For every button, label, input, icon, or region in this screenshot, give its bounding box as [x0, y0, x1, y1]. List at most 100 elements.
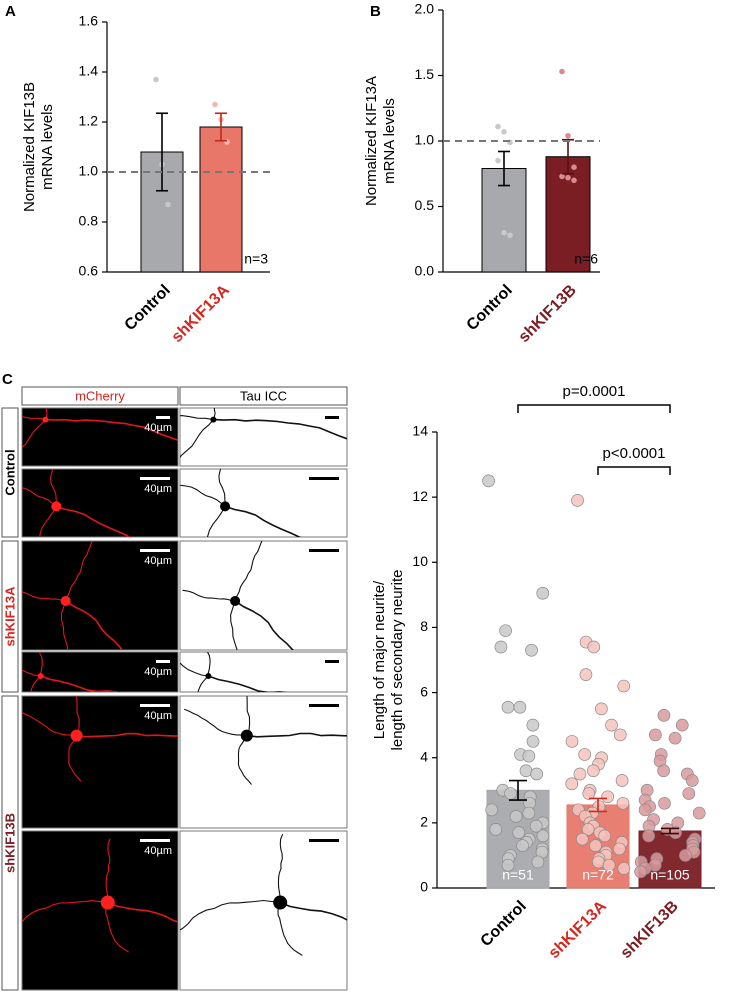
soma: [273, 895, 288, 910]
data-point: [559, 68, 565, 75]
micrograph: [21, 468, 179, 538]
neurite: [22, 900, 109, 923]
scale-bar: [309, 549, 339, 552]
data-point: [617, 679, 631, 693]
y-axis-label: mRNA levels: [39, 104, 56, 190]
bar: [199, 126, 243, 273]
neurite: [76, 696, 80, 737]
scale-bar: [156, 416, 170, 419]
n-label: n=51: [502, 867, 534, 883]
neurite: [44, 418, 178, 442]
data-point: [504, 787, 517, 800]
group-label: shKIF13A: [2, 586, 17, 647]
neuron: [180, 834, 347, 956]
x-tick-label: shKIF13A: [546, 897, 611, 962]
error-bar: [661, 827, 679, 835]
data-point: [519, 764, 533, 778]
data-point: [605, 718, 618, 732]
neurite: [207, 675, 288, 692]
neuron: [22, 652, 122, 692]
neurite: [277, 902, 303, 956]
neurite: [180, 899, 281, 931]
data-point: [598, 829, 612, 843]
y-axis-label: Normalized KIF13B: [21, 82, 38, 212]
y-tick-label: 8: [420, 618, 428, 634]
y-tick-label: 0: [420, 879, 428, 895]
n-label: n=105: [650, 867, 690, 883]
data-point: [642, 829, 656, 843]
data-point: [571, 164, 577, 170]
x-tick-label: shKIF13B: [516, 282, 580, 346]
neurite: [230, 600, 238, 650]
neurite: [246, 732, 347, 738]
neurite: [44, 408, 48, 421]
x-tick-label: shKIF13B: [618, 898, 682, 962]
neurite: [22, 419, 46, 449]
y-tick-label: 0.5: [415, 197, 435, 213]
data-point: [658, 796, 671, 810]
neuron: [180, 408, 347, 459]
y-tick-label: 12: [412, 488, 428, 504]
error-bar: [509, 779, 527, 801]
scale-bar-label: 40µm: [144, 666, 172, 678]
data-point: [578, 748, 592, 761]
data-point: [516, 839, 529, 853]
data-point: [634, 865, 647, 879]
neurite: [39, 675, 122, 692]
soma: [70, 729, 83, 742]
neuron: [22, 696, 178, 782]
micrograph: [21, 540, 179, 651]
group-label-box: [1, 407, 19, 538]
error-bar: [215, 112, 227, 142]
neurite: [182, 589, 236, 602]
data-point: [501, 700, 515, 714]
soma: [51, 501, 62, 512]
data-point: [571, 177, 577, 184]
data-point: [526, 735, 540, 748]
neuron: [22, 469, 131, 537]
p-value: p<0.0001: [603, 445, 666, 462]
neurite: [180, 484, 226, 507]
scale-bar-label: 40µm: [144, 483, 172, 495]
group-label: shKIF13B: [2, 813, 17, 873]
data-point: [495, 123, 501, 130]
p-value: p=0.0001: [563, 383, 626, 400]
scale-bar: [156, 660, 170, 663]
neurite: [180, 419, 214, 459]
group-label-box: [1, 540, 19, 693]
data-point: [565, 777, 579, 791]
data-point: [682, 787, 696, 800]
data-point: [668, 731, 682, 745]
data-point: [675, 718, 689, 732]
data-point: [509, 809, 523, 823]
neurite: [105, 838, 111, 904]
data-point: [501, 229, 507, 236]
soma: [37, 673, 44, 679]
neurite: [22, 487, 57, 507]
y-tick-label: 1.0: [415, 132, 435, 148]
neuron: [184, 696, 347, 785]
data-point: [657, 709, 671, 722]
panel-label: C: [2, 371, 13, 388]
data-point: [685, 774, 699, 787]
data-point: [617, 862, 631, 875]
soma: [210, 416, 217, 423]
y-tick-label: 10: [412, 553, 428, 569]
micrograph: [179, 468, 348, 538]
data-point: [581, 823, 595, 836]
error-bar: [589, 797, 607, 813]
neurite: [237, 735, 252, 785]
scale-bar: [325, 416, 339, 419]
neurite: [277, 834, 284, 904]
scale-bar-label: 40µm: [144, 845, 172, 857]
n-label: n=72: [582, 867, 614, 883]
neuron: [182, 541, 294, 650]
neurite: [234, 541, 263, 602]
neurite: [64, 600, 123, 650]
soma: [220, 501, 231, 512]
micrograph: [21, 830, 179, 991]
error-bar: [156, 112, 168, 192]
soma: [100, 895, 115, 910]
significance-bracket: [597, 466, 671, 475]
data-point: [565, 132, 571, 139]
